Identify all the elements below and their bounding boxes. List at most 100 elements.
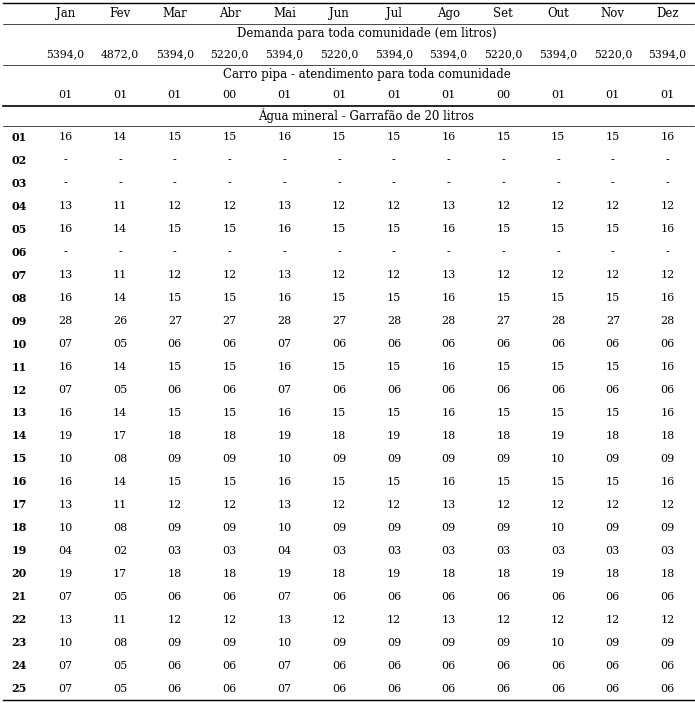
Text: 09: 09	[167, 638, 182, 647]
Text: 08: 08	[113, 638, 127, 647]
Text: 28: 28	[58, 316, 72, 326]
Text: 26: 26	[113, 316, 127, 326]
Text: 16: 16	[441, 132, 456, 143]
Text: 10: 10	[58, 638, 72, 647]
Text: 10: 10	[551, 638, 565, 647]
Text: 09: 09	[660, 454, 675, 464]
Text: 15: 15	[606, 408, 620, 418]
Text: Fev: Fev	[110, 7, 131, 20]
Text: 07: 07	[58, 661, 72, 671]
Text: 04: 04	[58, 546, 72, 556]
Text: 15: 15	[496, 408, 511, 418]
Text: 16: 16	[660, 132, 675, 143]
Text: 16: 16	[441, 408, 456, 418]
Text: 16: 16	[441, 477, 456, 487]
Text: 12: 12	[222, 614, 237, 625]
Text: 13: 13	[58, 201, 72, 212]
Text: 13: 13	[277, 201, 291, 212]
Text: 12: 12	[496, 201, 511, 212]
Text: -: -	[447, 179, 450, 188]
Text: 15: 15	[167, 477, 182, 487]
Text: 15: 15	[551, 408, 565, 418]
Text: 17: 17	[113, 569, 127, 579]
Text: 13: 13	[58, 270, 72, 280]
Text: Demanda para toda comunidade (em litros): Demanda para toda comunidade (em litros)	[237, 27, 496, 40]
Text: 15: 15	[496, 293, 511, 303]
Text: 06: 06	[222, 661, 237, 671]
Text: 5220,0: 5220,0	[484, 49, 523, 59]
Text: 01: 01	[332, 90, 346, 101]
Text: 12: 12	[496, 614, 511, 625]
Text: -: -	[63, 179, 67, 188]
Text: 16: 16	[660, 293, 675, 303]
Text: 16: 16	[58, 362, 72, 372]
Text: 5220,0: 5220,0	[211, 49, 249, 59]
Text: Set: Set	[493, 7, 513, 20]
Text: 5220,0: 5220,0	[320, 49, 359, 59]
Text: 06: 06	[332, 339, 346, 349]
Text: 08: 08	[113, 454, 127, 464]
Text: 09: 09	[386, 523, 401, 533]
Text: 01: 01	[660, 90, 675, 101]
Text: 06: 06	[606, 683, 620, 694]
Text: 28: 28	[441, 316, 456, 326]
Text: -: -	[392, 155, 395, 165]
Text: 15: 15	[496, 362, 511, 372]
Text: 09: 09	[441, 454, 456, 464]
Text: 12: 12	[332, 614, 346, 625]
Text: -: -	[502, 179, 505, 188]
Text: 16: 16	[660, 224, 675, 234]
Text: 05: 05	[113, 661, 127, 671]
Text: 16: 16	[441, 293, 456, 303]
Text: 01: 01	[167, 90, 182, 101]
Text: 15: 15	[332, 293, 346, 303]
Text: 12: 12	[551, 614, 565, 625]
Text: -: -	[666, 179, 669, 188]
Text: 12: 12	[386, 500, 401, 510]
Text: 00: 00	[222, 90, 237, 101]
Text: Jan: Jan	[56, 7, 75, 20]
Text: 11: 11	[113, 201, 127, 212]
Text: 06: 06	[11, 247, 26, 258]
Text: 05: 05	[113, 592, 127, 602]
Text: 16: 16	[660, 477, 675, 487]
Text: 12: 12	[332, 500, 346, 510]
Text: 28: 28	[551, 316, 565, 326]
Text: 06: 06	[551, 683, 565, 694]
Text: 27: 27	[606, 316, 620, 326]
Text: Carro pipa - atendimento para toda comunidade: Carro pipa - atendimento para toda comun…	[222, 68, 510, 82]
Text: -: -	[556, 247, 560, 257]
Text: 10: 10	[277, 523, 291, 533]
Text: 06: 06	[222, 683, 237, 694]
Text: 10: 10	[551, 454, 565, 464]
Text: 03: 03	[660, 546, 675, 556]
Text: 09: 09	[660, 638, 675, 647]
Text: 12: 12	[332, 270, 346, 280]
Text: 13: 13	[441, 201, 456, 212]
Text: 19: 19	[11, 546, 26, 556]
Text: 12: 12	[660, 270, 675, 280]
Text: 15: 15	[222, 408, 237, 418]
Text: 07: 07	[58, 339, 72, 349]
Text: 03: 03	[222, 546, 237, 556]
Text: 15: 15	[606, 293, 620, 303]
Text: 21: 21	[11, 591, 26, 602]
Text: 15: 15	[222, 224, 237, 234]
Text: 5394,0: 5394,0	[539, 49, 577, 59]
Text: 15: 15	[11, 453, 26, 465]
Text: 06: 06	[386, 661, 401, 671]
Text: 12: 12	[551, 270, 565, 280]
Text: 10: 10	[277, 454, 291, 464]
Text: 12: 12	[496, 500, 511, 510]
Text: 18: 18	[222, 569, 237, 579]
Text: 28: 28	[660, 316, 675, 326]
Text: 06: 06	[441, 339, 456, 349]
Text: 15: 15	[332, 408, 346, 418]
Text: 08: 08	[11, 292, 26, 304]
Text: 06: 06	[496, 385, 511, 395]
Text: 13: 13	[277, 614, 291, 625]
Text: 15: 15	[332, 132, 346, 143]
Text: 09: 09	[496, 454, 511, 464]
Text: Jun: Jun	[329, 7, 349, 20]
Text: 13: 13	[441, 270, 456, 280]
